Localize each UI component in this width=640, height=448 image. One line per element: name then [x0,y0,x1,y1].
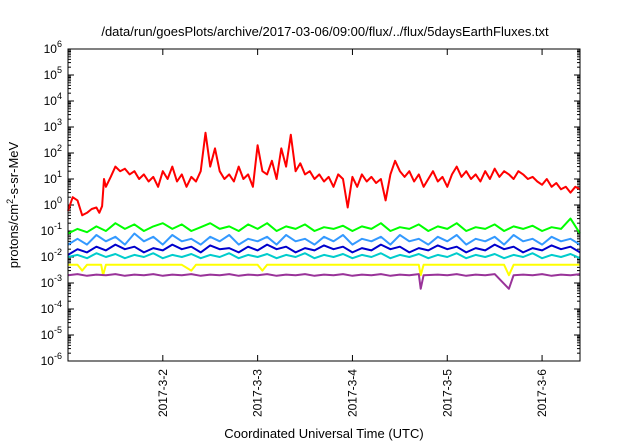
series-line-2 [67,217,581,235]
y-tick-label: 101 [44,169,62,186]
y-axis-label: protons/cm2-s-sr-MeV [5,141,21,268]
series-line-5 [67,252,581,260]
chart-title: /data/run/goesPlots/archive/2017-03-06/0… [101,24,549,39]
y-tick-label: 10-2 [41,247,62,264]
y-axis-label-exponent: 2 [5,199,15,204]
series-line-3 [67,232,581,246]
series-line-7 [67,273,581,290]
x-axis: 2017-3-2 2017-3-3 2017-3-4 2017-3-5 2017-3-6 [156,49,549,417]
y-axis-label-base: protons/cm [6,204,21,268]
y-tick-label: 105 [44,65,62,82]
plot-frame [67,48,581,362]
x-tick-label: 2017-3-3 [251,369,265,417]
x-tick-label: 2017-3-5 [440,369,454,417]
y-axis-label-unit: -s-sr-MeV [6,141,21,198]
y-tick-label: 106 [44,39,62,56]
y-axis: 10-6 10-5 10-4 10-3 10-2 10-1 100 101 102 103 104 1… [41,39,580,368]
y-tick-label: 10-3 [41,273,62,290]
x-tick-label: 2017-3-6 [535,369,549,417]
series-line-4 [67,243,581,256]
series-line-1 [67,131,581,217]
x-tick-label: 2017-3-4 [345,369,359,417]
y-tick-label: 10-6 [41,351,62,368]
y-tick-label: 103 [44,117,62,134]
y-tick-label: 102 [44,143,62,160]
y-tick-label: 100 [44,195,62,212]
y-tick-label: 10-1 [41,221,62,238]
y-tick-label: 104 [44,91,62,108]
x-axis-label: Coordinated Universal Time (UTC) [224,426,423,441]
series-line-6 [68,263,580,277]
series-layer [67,131,581,290]
y-tick-label: 10-4 [41,299,62,316]
x-tick-label: 2017-3-2 [156,369,170,417]
y-tick-label: 10-5 [41,325,62,342]
